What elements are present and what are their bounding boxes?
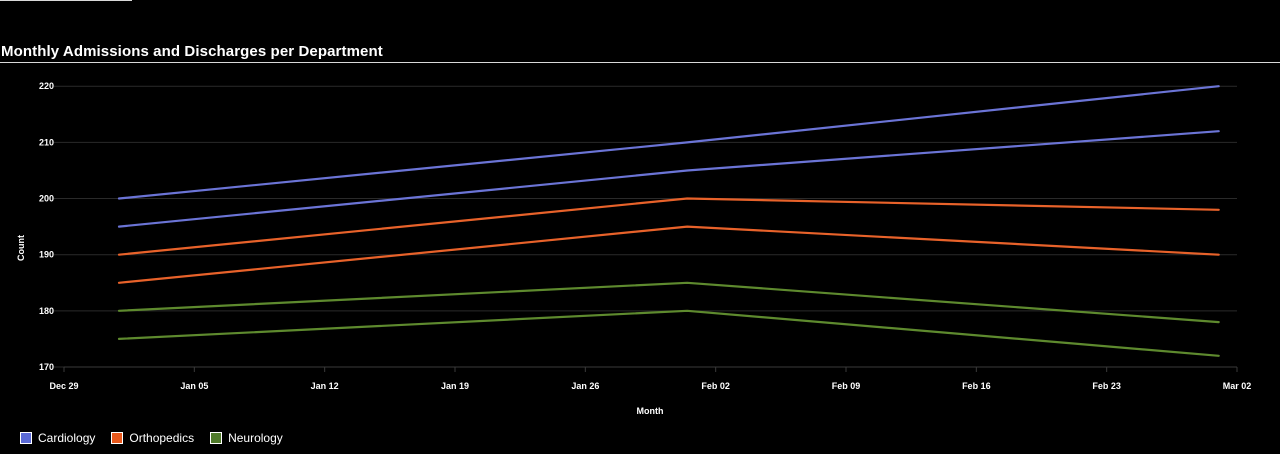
legend-label: Orthopedics — [129, 431, 195, 445]
top-tab-indicator — [0, 0, 132, 1]
legend-item-orthopedics[interactable]: Orthopedics — [111, 431, 194, 445]
x-tick-label: Jan 12 — [311, 381, 339, 391]
x-axis-label: Month — [637, 406, 664, 416]
legend: Cardiology Orthopedics Neurology — [20, 430, 283, 446]
legend-label: Neurology — [228, 431, 283, 445]
legend-item-neurology[interactable]: Neurology — [210, 431, 283, 445]
y-tick-label: 220 — [39, 81, 54, 91]
x-tick-label: Jan 26 — [571, 381, 599, 391]
series-line-orthopedics-discharges — [117, 225, 1220, 284]
series-line-orthopedics-admissions — [117, 197, 1220, 256]
legend-item-cardiology[interactable]: Cardiology — [20, 431, 95, 445]
legend-swatch — [210, 432, 223, 444]
x-tick-label: Jan 19 — [441, 381, 469, 391]
title-divider — [0, 62, 1280, 63]
axis-layer: 170 180 190 200 210 220 Dec 29 Jan 05 Jan 12 Jan … — [39, 81, 1251, 391]
x-tick-label: Jan 05 — [180, 381, 208, 391]
x-tick-label: Feb 23 — [1092, 381, 1121, 391]
legend-label: Cardiology — [38, 431, 96, 445]
series-line-cardiology-discharges — [117, 130, 1220, 228]
x-tick-label: Dec 29 — [49, 381, 78, 391]
y-tick-label: 200 — [39, 194, 54, 204]
x-tick-label: Feb 16 — [962, 381, 991, 391]
grid-layer — [54, 85, 1237, 368]
chart-title: Monthly Admissions and Discharges per De… — [1, 43, 383, 60]
y-axis-label: Count — [16, 235, 26, 261]
series-layer — [117, 85, 1220, 357]
x-tick-label: Mar 02 — [1223, 381, 1252, 391]
y-tick-label: 210 — [39, 137, 54, 147]
y-tick-label: 180 — [39, 306, 54, 316]
y-tick-label: 170 — [39, 362, 54, 372]
y-tick-label: 190 — [39, 250, 54, 260]
series-line-neurology-admissions — [117, 281, 1220, 324]
series-line-cardiology-admissions — [117, 85, 1220, 200]
legend-swatch — [20, 432, 32, 444]
series-line-neurology-discharges — [117, 309, 1220, 357]
x-tick-label: Feb 09 — [832, 381, 861, 391]
legend-swatch — [111, 432, 124, 444]
x-tick-label: Feb 02 — [701, 381, 730, 391]
